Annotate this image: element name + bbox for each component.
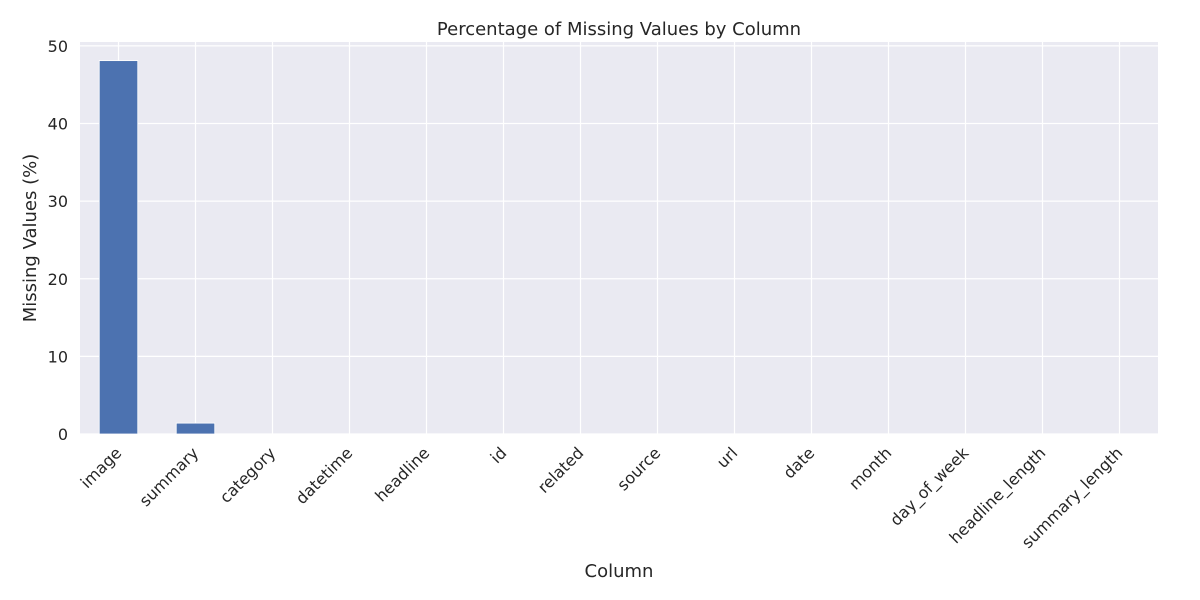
x-tick-label: related	[534, 443, 587, 496]
x-tick-label: headline	[371, 443, 433, 505]
y-axis-ticks: 0 10 20 30 40 50	[48, 37, 68, 444]
x-tick-label: date	[779, 443, 818, 482]
y-tick-label: 50	[48, 37, 68, 56]
x-axis-label: Column	[585, 561, 654, 582]
bar-summary	[175, 422, 216, 435]
x-tick-label: datetime	[292, 443, 357, 508]
x-tick-label: image	[77, 443, 126, 492]
bars	[98, 60, 216, 435]
y-tick-label: 20	[48, 270, 68, 289]
chart-title: Percentage of Missing Values by Column	[437, 19, 801, 40]
y-tick-label: 10	[48, 347, 68, 366]
x-tick-label: category	[216, 443, 279, 506]
x-tick-label: source	[613, 443, 664, 494]
plot-area	[80, 42, 1158, 434]
y-tick-label: 30	[48, 192, 68, 211]
x-tick-label: summary	[136, 443, 203, 510]
x-tick-label: id	[487, 443, 511, 467]
y-tick-label: 40	[48, 115, 68, 134]
bar-image	[98, 60, 139, 435]
x-tick-label: month	[845, 443, 895, 493]
y-tick-label: 0	[58, 425, 68, 444]
y-axis-label: Missing Values (%)	[20, 154, 41, 323]
grid-lines	[80, 42, 1158, 435]
x-tick-label: url	[713, 443, 741, 471]
x-tick-label: day_of_week	[886, 443, 973, 530]
x-axis-ticks: image summary category datetime headline id re…	[77, 443, 1127, 553]
